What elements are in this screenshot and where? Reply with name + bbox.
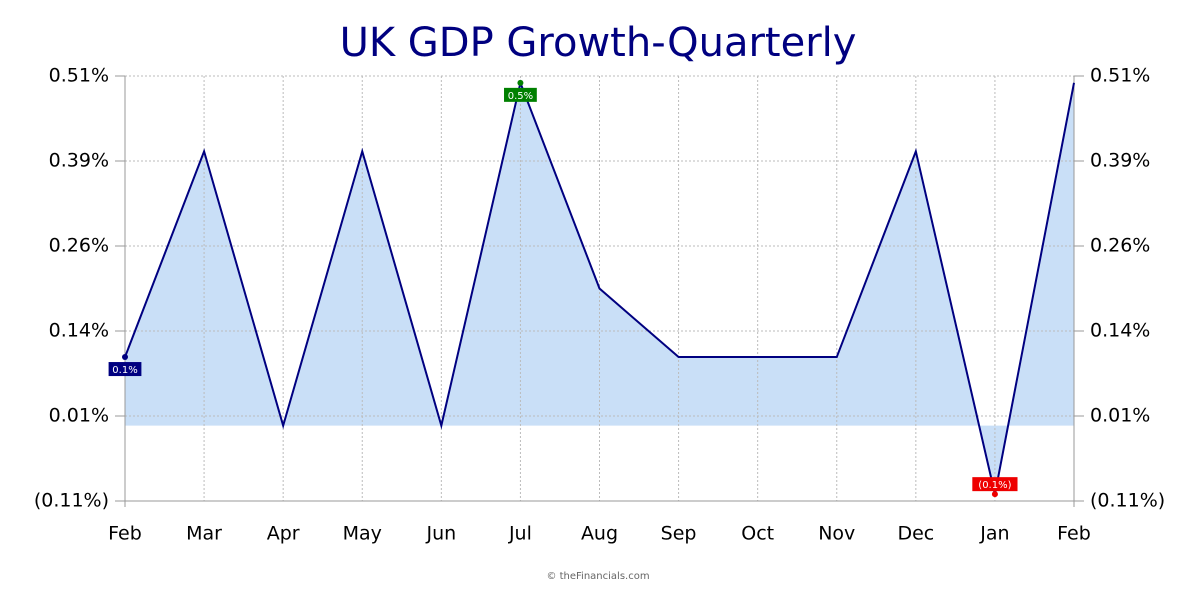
y-tick-label: 0.26% bbox=[49, 235, 109, 257]
data-label-text: 0.5% bbox=[508, 91, 533, 102]
y-tick-label: 0.01% bbox=[49, 405, 109, 427]
data-label-text: (0.1%) bbox=[978, 480, 1011, 491]
x-tick-label: Jun bbox=[425, 523, 456, 545]
point bbox=[991, 491, 998, 498]
y-tick-label: (0.11%) bbox=[34, 490, 109, 512]
data-label: 0.5% bbox=[504, 87, 537, 102]
footer: © theFinancials.com bbox=[546, 571, 649, 582]
x-tick-label: Feb bbox=[1057, 523, 1091, 545]
y-tick-label-right: (0.11%) bbox=[1090, 490, 1165, 512]
data-label-bg bbox=[504, 87, 537, 102]
x-tick-label: Dec bbox=[897, 523, 934, 545]
x-tick-label: Aug bbox=[581, 523, 618, 545]
data-label: (0.1%) bbox=[972, 477, 1018, 492]
x-tick-label: Feb bbox=[108, 523, 142, 545]
line bbox=[124, 79, 1075, 495]
chart-title: UK GDP Growth-Quarterly bbox=[340, 20, 857, 66]
x-tick-label: May bbox=[343, 523, 382, 545]
x-tick-label: Apr bbox=[267, 523, 300, 545]
x-tick-label: Jul bbox=[508, 523, 532, 545]
y-tick-label-right: 0.14% bbox=[1090, 320, 1150, 342]
y-tick-label: 0.39% bbox=[49, 150, 109, 172]
data-label: 0.1% bbox=[108, 362, 142, 377]
y-tick-label-right: 0.51% bbox=[1090, 65, 1150, 87]
x-tick-label: Nov bbox=[818, 523, 855, 545]
y-tick-label-right: 0.26% bbox=[1090, 235, 1150, 257]
x-tick-label: Mar bbox=[186, 523, 222, 545]
point bbox=[517, 79, 524, 86]
x-tick-label: Oct bbox=[741, 523, 774, 545]
y-tick-label: 0.51% bbox=[49, 65, 109, 87]
y-tick-label-right: 0.39% bbox=[1090, 150, 1150, 172]
data-label-bg bbox=[108, 362, 142, 377]
y-tick-label: 0.14% bbox=[49, 320, 109, 342]
x-tick-label: Sep bbox=[661, 523, 697, 545]
point bbox=[122, 354, 128, 361]
data-label-bg bbox=[972, 477, 1018, 492]
x-tick-label: Jan bbox=[979, 523, 1009, 545]
data-label-text: 0.1% bbox=[112, 365, 137, 376]
y-tick-label-right: 0.01% bbox=[1090, 405, 1150, 427]
